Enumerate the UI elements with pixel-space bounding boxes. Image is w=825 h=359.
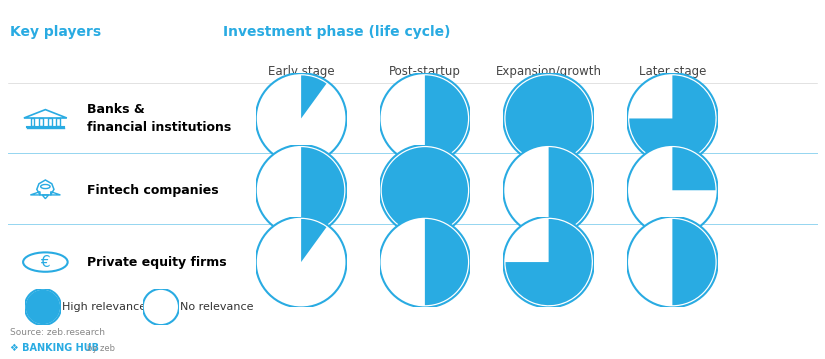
Text: Key players: Key players xyxy=(10,25,101,39)
Circle shape xyxy=(256,145,346,236)
Wedge shape xyxy=(301,75,327,118)
Text: No relevance: No relevance xyxy=(180,302,253,312)
Text: Banks &
financial institutions: Banks & financial institutions xyxy=(87,103,231,134)
Text: Post-startup: Post-startup xyxy=(389,65,461,78)
Circle shape xyxy=(256,73,346,164)
Circle shape xyxy=(627,217,718,307)
Wedge shape xyxy=(301,219,327,262)
Bar xyxy=(48,118,52,126)
Circle shape xyxy=(380,73,470,164)
Wedge shape xyxy=(425,75,468,162)
Text: Expansion/growth: Expansion/growth xyxy=(496,65,601,78)
Circle shape xyxy=(143,289,179,325)
Text: Source: zeb.research: Source: zeb.research xyxy=(10,327,105,337)
Circle shape xyxy=(382,147,468,233)
Wedge shape xyxy=(425,219,468,305)
Circle shape xyxy=(380,217,470,307)
Text: by zeb: by zeb xyxy=(87,344,115,353)
Circle shape xyxy=(25,289,61,325)
Text: Investment phase (life cycle): Investment phase (life cycle) xyxy=(223,25,450,39)
Wedge shape xyxy=(549,147,592,233)
Text: Early stage: Early stage xyxy=(268,65,334,78)
Text: High relevance: High relevance xyxy=(62,302,146,312)
Wedge shape xyxy=(506,219,592,305)
Circle shape xyxy=(627,145,718,236)
Text: Fintech companies: Fintech companies xyxy=(87,184,219,197)
Circle shape xyxy=(503,145,594,236)
Circle shape xyxy=(380,145,470,236)
Circle shape xyxy=(256,217,346,307)
Wedge shape xyxy=(301,147,344,233)
Text: ❖ BANKING HUB: ❖ BANKING HUB xyxy=(10,343,99,353)
Wedge shape xyxy=(672,147,715,190)
Wedge shape xyxy=(672,219,715,305)
Text: Private equity firms: Private equity firms xyxy=(87,256,226,269)
Wedge shape xyxy=(629,75,715,162)
Bar xyxy=(31,118,35,126)
Circle shape xyxy=(503,217,594,307)
Bar xyxy=(56,118,60,126)
Bar xyxy=(39,118,43,126)
Circle shape xyxy=(503,73,594,164)
Circle shape xyxy=(627,73,718,164)
Circle shape xyxy=(506,75,592,162)
Text: Later stage: Later stage xyxy=(639,65,706,78)
Text: €: € xyxy=(40,255,50,270)
Circle shape xyxy=(26,290,60,324)
